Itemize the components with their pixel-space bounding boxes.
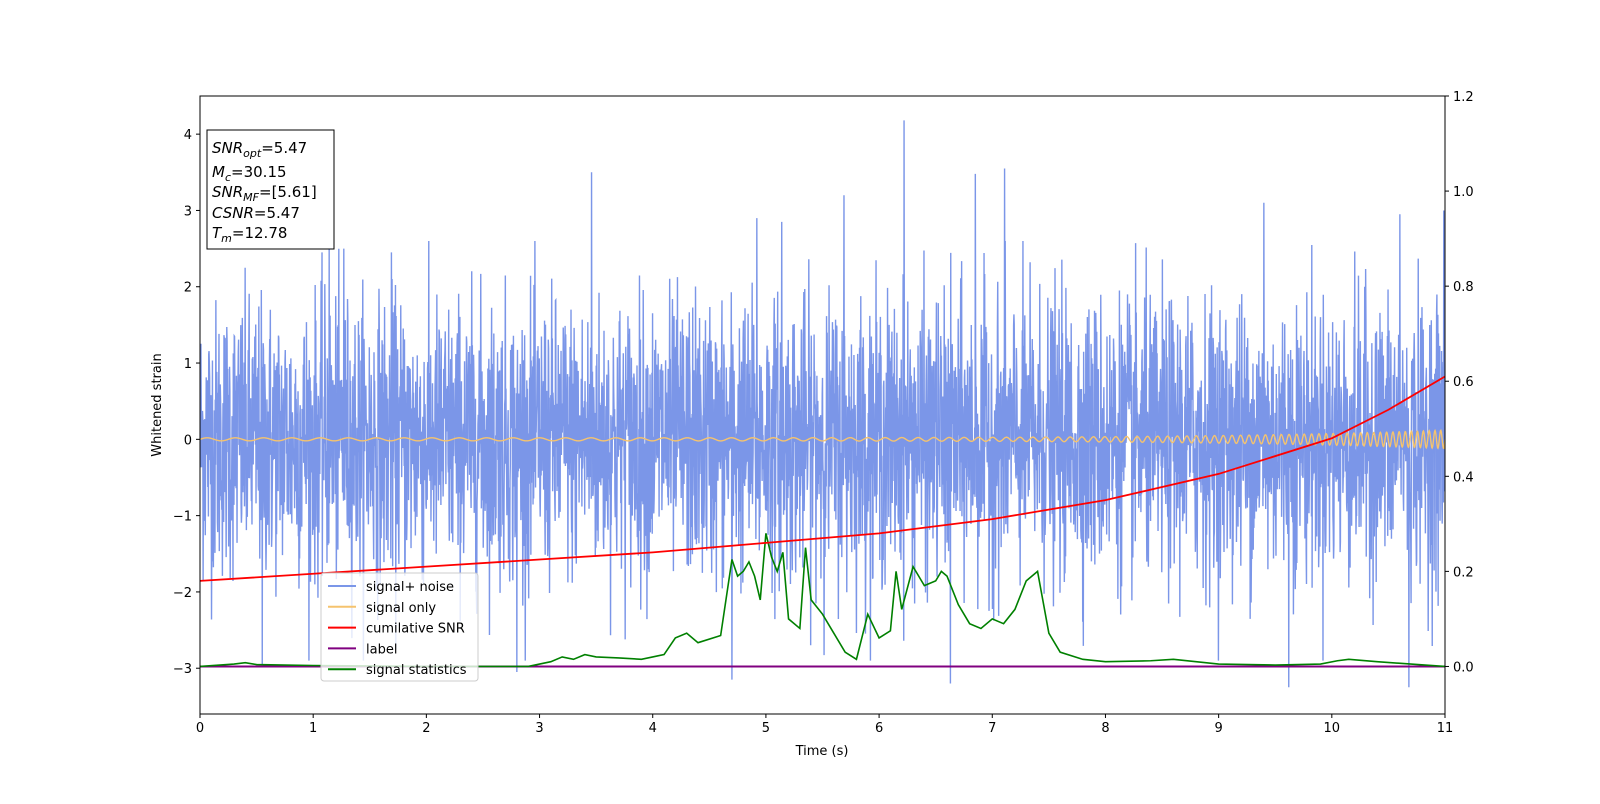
x-tick-label: 8 (1101, 721, 1109, 736)
legend-entries: signal+ noise signal only cumilative SNR la… (328, 580, 467, 678)
x-tick-label: 2 (422, 721, 430, 736)
info-line-value: =5.47 (261, 139, 307, 157)
y-left-tick-label: 4 (184, 128, 192, 143)
signal-statistics-line (200, 533, 1445, 668)
info-line-value: =30.15 (231, 163, 287, 181)
legend: signal+ noise signal only cumilative SNR la… (320, 572, 479, 682)
y-left-tick-label: 0 (184, 433, 192, 448)
x-tick-label: 5 (762, 721, 770, 736)
x-tick-label: 0 (196, 721, 204, 736)
x-tick-label: 10 (1324, 721, 1341, 736)
legend-label: cumilative SNR (366, 622, 465, 637)
y-right-tick-label: 0.6 (1453, 375, 1474, 390)
y-left-tick-label: 3 (184, 204, 192, 219)
info-line-value: =[5.61] (259, 183, 317, 201)
y-right-tick-label: 0.4 (1453, 470, 1474, 485)
info-line-symbol: M (212, 163, 225, 181)
info-line-symbol: SNR (212, 183, 243, 201)
legend-label: signal+ noise (366, 580, 454, 595)
info-line: SNRMF=[5.61] (212, 183, 317, 204)
y-left-tick-label: −3 (173, 662, 192, 677)
x-tick-label: 11 (1437, 721, 1454, 736)
info-line-subscript: m (221, 232, 232, 245)
info-line-value: =12.78 (232, 224, 288, 242)
info-line-symbol: SNR (212, 139, 243, 157)
legend-label: signal only (366, 601, 436, 616)
ticks-layer: 0 1 2 3 4 5 6 7 8 9 10 11 −3 −2 −1 0 1 2 3 4 0.0 0.2 0.4 0.6 0.8… (173, 90, 1474, 736)
info-line: Tm=12.78 (212, 224, 287, 245)
x-axis-label: Time (s) (795, 744, 849, 759)
info-line-value: =5.47 (254, 204, 300, 222)
y-right-tick-label: 1.0 (1453, 185, 1474, 200)
info-line: Mc=30.15 (212, 163, 287, 184)
signal-only-line (200, 428, 1445, 450)
y-left-tick-label: −1 (173, 510, 192, 525)
x-tick-label: 4 (649, 721, 657, 736)
cumulative-snr-line (200, 375, 1445, 582)
info-line-symbol: CSNR (212, 204, 254, 222)
legend-label: label (366, 642, 397, 657)
x-tick-label: 1 (309, 721, 317, 736)
x-tick-label: 9 (1214, 721, 1222, 736)
y-left-tick-label: 2 (184, 281, 192, 296)
y-left-tick-label: −2 (173, 586, 192, 601)
x-tick-label: 7 (988, 721, 996, 736)
x-tick-label: 3 (535, 721, 543, 736)
y-right-tick-label: 0.2 (1453, 565, 1474, 580)
x-tick-label: 6 (875, 721, 883, 736)
info-line: CSNR=5.47 (212, 204, 300, 222)
legend-frame (320, 572, 479, 682)
legend-label: signal statistics (366, 663, 467, 678)
info-lines: SNRopt=5.47Mc=30.15SNRMF=[5.61]CSNR=5.47… (212, 139, 317, 245)
y-right-tick-label: 1.2 (1453, 90, 1474, 105)
info-line: SNRopt=5.47 (212, 139, 307, 160)
info-line-subscript: MF (243, 191, 259, 204)
info-line-subscript: opt (243, 147, 262, 160)
plot-frame (199, 95, 1446, 715)
y-right-tick-label: 0.8 (1453, 280, 1474, 295)
y-axis-label: Whitened strain (150, 353, 165, 456)
info-line-subscript: c (225, 171, 231, 184)
info-box: SNRopt=5.47Mc=30.15SNRMF=[5.61]CSNR=5.47… (206, 129, 335, 250)
y-right-tick-label: 0.0 (1453, 660, 1474, 675)
info-line-symbol: T (212, 224, 223, 242)
y-left-tick-label: 1 (184, 357, 192, 372)
info-box-frame (206, 129, 335, 250)
